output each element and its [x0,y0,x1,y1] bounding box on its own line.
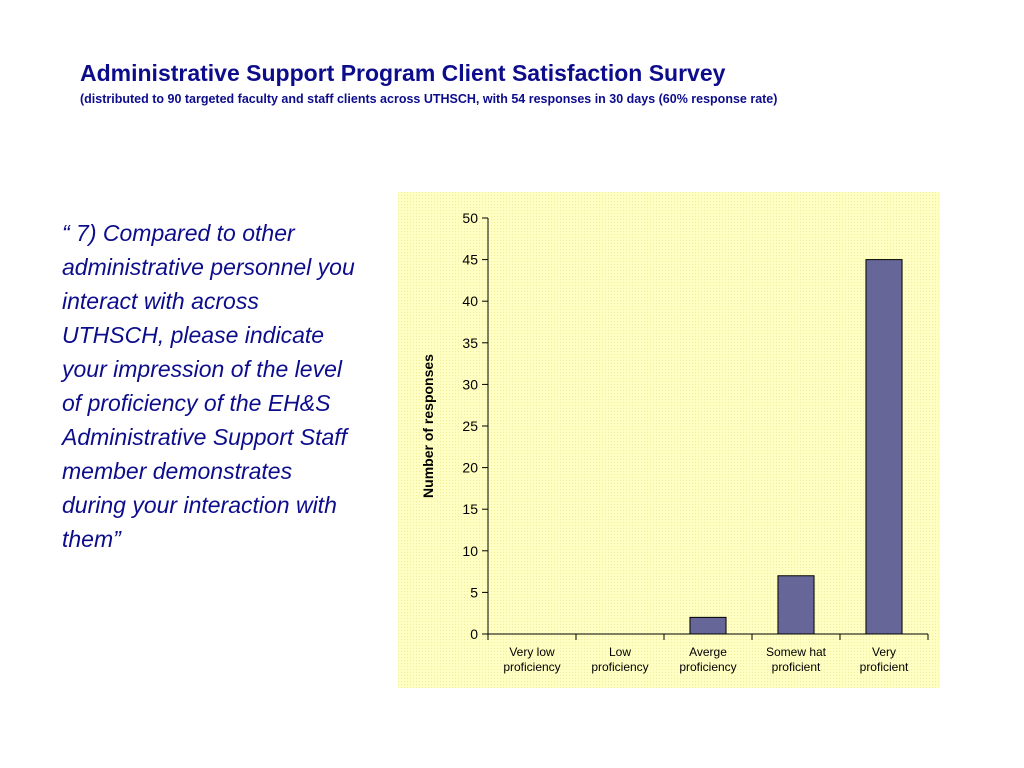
survey-question-text: “ 7) Compared to other administrative pe… [62,220,355,552]
bar-chart-svg: 0 5 10 15 20 25 30 35 40 45 50 Number of responses V… [398,192,940,688]
bar-3 [777,575,815,635]
chart-background [398,192,940,688]
x-category-label: Somew hat [766,645,827,659]
bar-4 [865,259,903,635]
y-tick-label: 15 [462,501,478,517]
x-category-label: proficient [772,660,821,674]
y-tick-label: 50 [462,210,478,226]
bar-2 [689,616,727,635]
x-category-label: proficiency [679,660,736,674]
x-category-label: Very low [509,645,555,659]
bar-chart: 0 5 10 15 20 25 30 35 40 45 50 Number of responses V… [398,192,940,688]
y-tick-label: 20 [462,460,478,476]
slide-subtitle: (distributed to 90 targeted faculty and … [80,92,778,106]
x-category-label: proficiency [503,660,560,674]
x-category-label: Averge [689,645,727,659]
y-axis-title: Number of responses [420,354,436,498]
slide-title: Administrative Support Program Client Sa… [80,60,726,86]
x-category-label: proficiency [591,660,648,674]
y-tick-label: 10 [462,543,478,559]
y-tick-label: 25 [462,418,478,434]
x-category-label: Low [609,645,631,659]
x-category-label: proficient [860,660,909,674]
y-tick-label: 0 [470,626,478,642]
y-tick-label: 30 [462,376,478,392]
y-tick-label: 35 [462,335,478,351]
y-tick-label: 45 [462,252,478,268]
y-tick-label: 40 [462,293,478,309]
y-tick-label: 5 [470,584,478,600]
x-category-label: Very [872,645,896,659]
